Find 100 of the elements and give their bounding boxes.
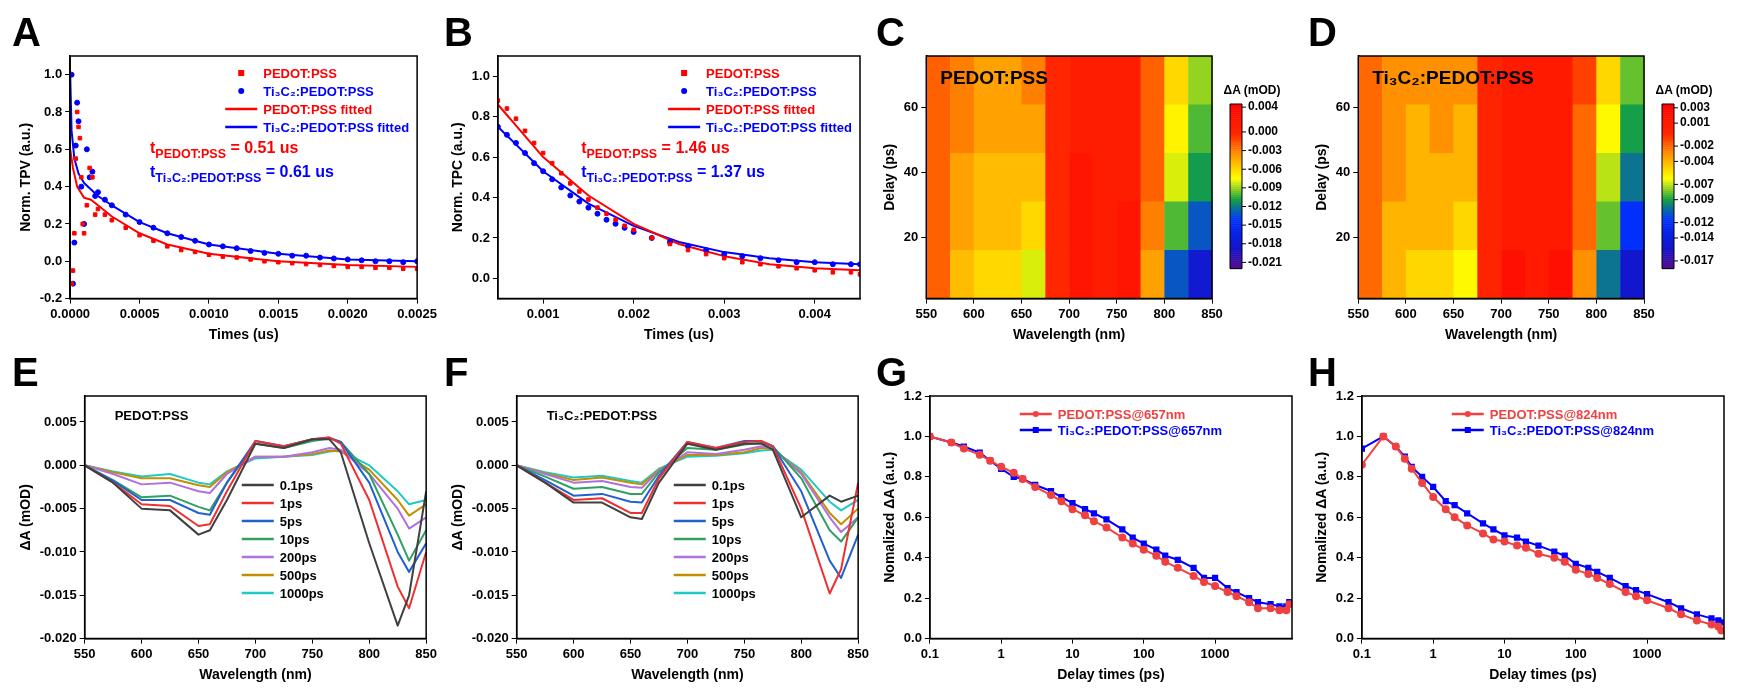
x-tick-label: 750: [733, 645, 756, 661]
y-tick-label: 0.4: [903, 549, 923, 565]
color-bar-label: -0.015: [1248, 217, 1283, 232]
chart-title: F: [444, 350, 469, 394]
y-tick-label: 40: [903, 164, 919, 180]
x-tick-label: 850: [1201, 305, 1223, 321]
y-tick-label: 60: [1335, 99, 1351, 115]
y-tick-label: 0.000: [476, 456, 509, 472]
y-axis-title: Delay (ps): [1313, 143, 1330, 211]
x-tick-label: 1: [1429, 645, 1437, 661]
x-tick-label: 750: [301, 645, 324, 661]
chart-title: C: [876, 10, 905, 54]
x-tick-label: 0.001: [526, 305, 560, 321]
x-tick-label: 0.0010: [189, 305, 229, 321]
y-tick-label: 0.2: [903, 589, 922, 605]
x-tick-label: 750: [1105, 305, 1128, 321]
y-tick-label: 0.2: [1335, 589, 1354, 605]
legend-label: 1000ps: [711, 586, 756, 602]
y-tick-label: 0.4: [471, 189, 491, 205]
legend-label: Ti₃C₂:PEDOT:PSS fitted: [263, 120, 410, 135]
x-axis-title: Wavelength (nm): [631, 666, 744, 683]
legend-label: PEDOT:PSS@657nm: [1057, 407, 1186, 422]
chart-title: B: [444, 10, 473, 54]
color-bar-label: -0.012: [1680, 214, 1715, 229]
y-tick-label: 0.2: [44, 215, 63, 231]
y-tick-label: 1.0: [44, 66, 63, 82]
legend-label: Ti₃C₂:PEDOT:PSS@657nm: [1057, 423, 1223, 438]
legend-label: 0.1ps: [711, 478, 745, 494]
y-tick-label: -0.010: [39, 543, 77, 559]
x-tick-label: 100: [1564, 645, 1587, 661]
x-tick-label: 850: [415, 645, 438, 661]
color-bar-label: -0.012: [1248, 198, 1283, 213]
color-bar-label: -0.007: [1680, 176, 1715, 191]
y-tick-label: -0.015: [471, 586, 509, 602]
x-tick-label: 800: [358, 645, 381, 661]
y-tick-label: 1.0: [1335, 428, 1354, 444]
legend-label: PEDOT:PSS@824nm: [1489, 407, 1618, 422]
color-bar-title: ΔA (mOD): [1655, 83, 1713, 97]
x-tick-label: 550: [1347, 305, 1370, 321]
x-tick-label: 600: [130, 645, 153, 661]
y-tick-label: 0.8: [44, 103, 63, 119]
color-bar-label: -0.004: [1680, 153, 1715, 168]
legend-label: Ti₃C₂:PEDOT:PSS: [263, 84, 375, 99]
y-tick-label: 40: [1335, 164, 1351, 180]
color-bar-label: -0.017: [1680, 253, 1715, 268]
x-axis-title: Delay times (ps): [1489, 666, 1597, 683]
y-tick-label: 0.2: [471, 229, 490, 245]
x-tick-label: 0.0000: [50, 305, 91, 321]
x-tick-label: 700: [1058, 305, 1080, 321]
annotation: PEDOT:PSS: [114, 408, 189, 423]
x-tick-label: 600: [1395, 305, 1417, 321]
legend-label: PEDOT:PSS fitted: [263, 102, 373, 117]
y-tick-label: 0.6: [44, 140, 63, 156]
x-tick-label: 100: [1132, 645, 1155, 661]
x-axis-title: Wavelength (nm): [199, 666, 312, 683]
y-tick-label: 0.6: [471, 148, 490, 164]
legend-label: Ti₃C₂:PEDOT:PSS: [706, 84, 817, 99]
legend-label: PEDOT:PSS: [263, 66, 338, 81]
chart-title: A: [12, 10, 41, 54]
legend-label: 1ps: [711, 496, 735, 512]
annotation: Ti₃C₂:PEDOT:PSS: [546, 408, 658, 423]
legend-label: 200ps: [279, 550, 317, 566]
color-bar-label: -0.002: [1680, 138, 1715, 153]
x-tick-label: 750: [1537, 305, 1560, 321]
color-bar-label: -0.018: [1248, 236, 1283, 251]
x-axis-title: Times (us): [644, 326, 714, 343]
x-tick-label: 600: [562, 645, 585, 661]
color-bar-label: -0.003: [1248, 142, 1283, 157]
color-bar-label: -0.014: [1680, 230, 1715, 245]
x-tick-label: 800: [1585, 305, 1608, 321]
x-tick-label: 0.0015: [258, 305, 299, 321]
y-tick-label: 0.0: [903, 630, 922, 646]
x-tick-label: 650: [187, 645, 210, 661]
x-tick-label: 0.0005: [119, 305, 160, 321]
y-tick-label: -0.015: [39, 586, 77, 602]
color-bar-label: 0.003: [1680, 100, 1711, 115]
x-tick-label: 1000: [1632, 645, 1662, 661]
x-tick-label: 650: [1010, 305, 1033, 321]
y-tick-label: -0.010: [471, 543, 509, 559]
x-tick-label: 550: [73, 645, 96, 661]
y-tick-label: 0.6: [1335, 508, 1354, 524]
y-axis-title: Nomalized ΔA (a.u.): [1313, 451, 1330, 583]
legend-label: 500ps: [279, 568, 317, 584]
y-tick-label: 0.005: [44, 413, 77, 429]
legend-label: 1000ps: [279, 586, 324, 602]
x-tick-label: 0.002: [617, 305, 650, 321]
x-tick-label: 0.1: [920, 645, 939, 661]
y-tick-label: 0.0: [471, 269, 490, 285]
x-tick-label: 0.003: [707, 305, 741, 321]
y-tick-label: 1.0: [903, 428, 922, 444]
y-tick-label: -0.020: [39, 630, 77, 646]
y-axis-title: Nomalized ΔA (a.u.): [881, 451, 898, 583]
y-axis-title: Norm. TPC (a.u.): [449, 122, 466, 233]
x-tick-label: 550: [915, 305, 938, 321]
x-tick-label: 550: [505, 645, 528, 661]
color-bar-label: -0.006: [1248, 161, 1283, 176]
y-tick-label: 0.8: [1335, 468, 1354, 484]
x-tick-label: 700: [1490, 305, 1512, 321]
y-axis-title: ΔA (mOD): [17, 484, 34, 551]
y-tick-label: 60: [903, 99, 919, 115]
